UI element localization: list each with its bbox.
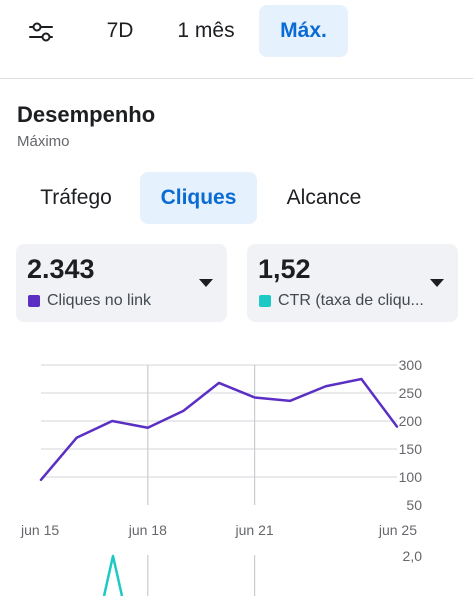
- metric-tab-cliques[interactable]: Cliques: [140, 172, 257, 224]
- y-tick-label: 150: [399, 441, 423, 457]
- time-range-bar: 7D 1 mês Máx.: [0, 0, 473, 79]
- filter-button[interactable]: [22, 16, 62, 48]
- metric-card-clicks[interactable]: 2.343 Cliques no link: [16, 244, 227, 322]
- x-tick-label: jun 21: [235, 522, 274, 538]
- y-tick-label: 200: [399, 413, 423, 429]
- metric-value: 1,52: [258, 254, 311, 284]
- x-tick-label: jun 25: [378, 522, 417, 538]
- x-tick-label: jun 15: [20, 522, 59, 538]
- sliders-icon: [29, 22, 53, 42]
- range-tab-7d[interactable]: 7D: [106, 19, 134, 42]
- metric-tab-trafego[interactable]: Tráfego: [40, 186, 112, 209]
- legend-swatch: [259, 295, 271, 307]
- metric-label: Cliques no link: [47, 292, 152, 309]
- metric-label: CTR (taxa de cliqu...: [278, 292, 424, 309]
- section-subtitle: Máximo: [17, 133, 70, 150]
- series-line-ctr: [102, 554, 124, 596]
- x-tick-label: jun 18: [128, 522, 167, 538]
- metric-tab-alcance[interactable]: Alcance: [286, 186, 362, 209]
- section-title: Desempenho: [17, 102, 156, 127]
- legend-swatch: [28, 295, 40, 307]
- y-tick-label: 2,0: [403, 548, 423, 564]
- y-tick-label: 250: [399, 385, 423, 401]
- clicks-line-chart: 300 250 200 150 100 50 jun 15 jun 18 jun 21 jun 2…: [20, 357, 423, 596]
- caret-down-icon[interactable]: [199, 279, 213, 287]
- y-tick-label: 100: [399, 469, 423, 485]
- y-tick-label: 50: [406, 497, 422, 513]
- metric-card-ctr[interactable]: 1,52 CTR (taxa de cliqu...: [247, 244, 458, 322]
- range-tab-1-mes[interactable]: 1 mês: [177, 19, 235, 42]
- y-tick-label: 300: [399, 357, 423, 373]
- series-line-clicks: [39, 377, 399, 482]
- caret-down-icon[interactable]: [430, 279, 444, 287]
- metric-value: 2.343: [27, 254, 95, 284]
- range-tab-max[interactable]: Máx.: [259, 5, 348, 57]
